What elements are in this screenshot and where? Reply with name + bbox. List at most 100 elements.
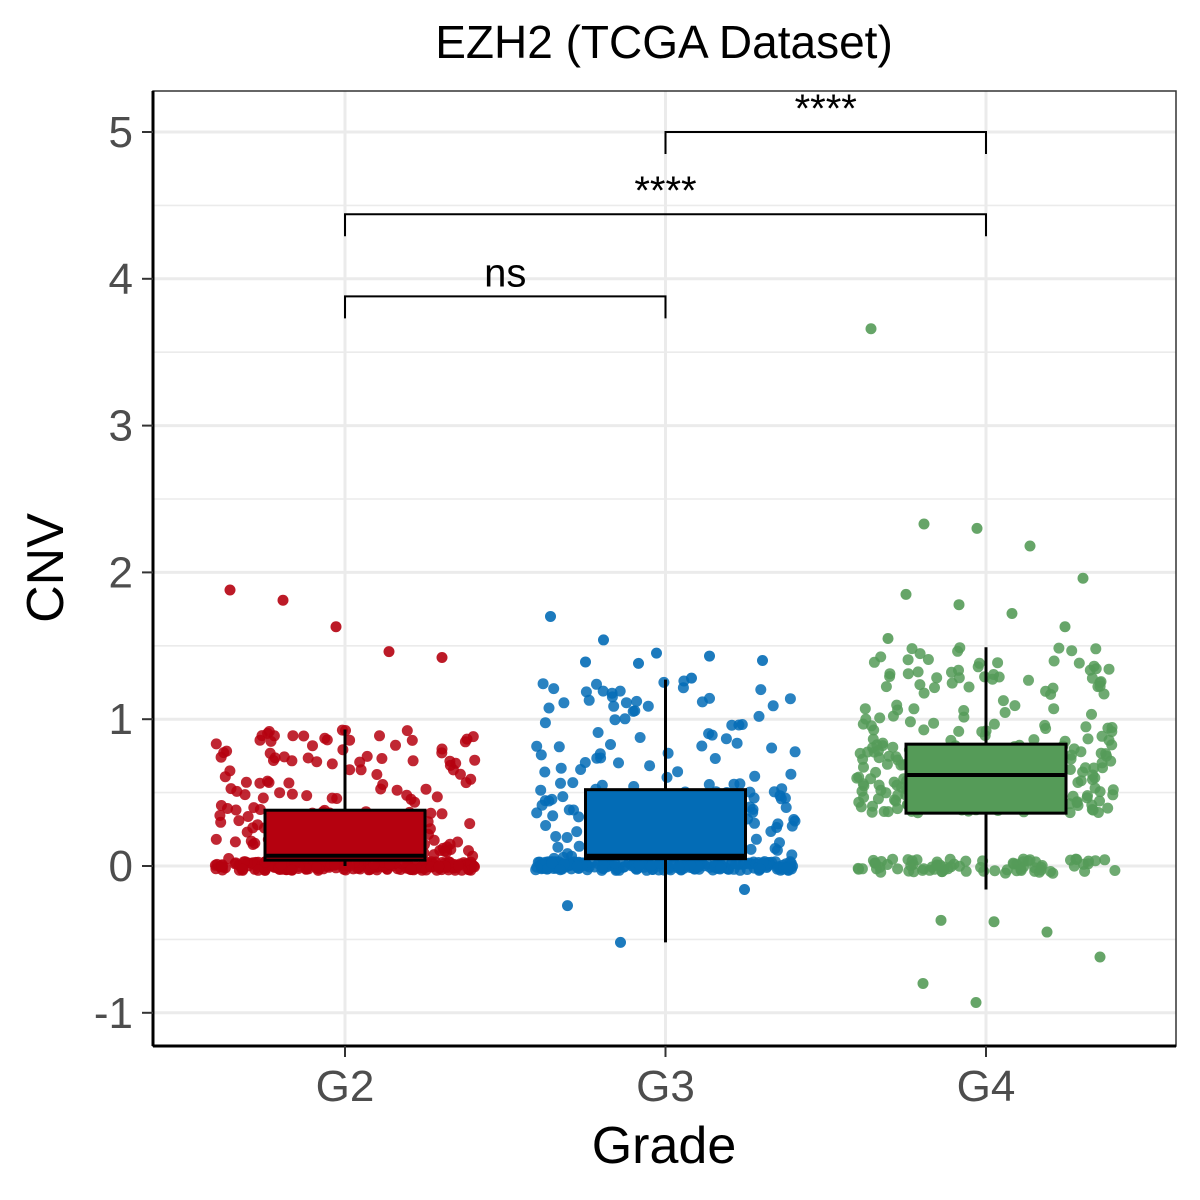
data-point [237, 863, 249, 875]
data-point [875, 651, 887, 663]
y-tick-label: 2 [109, 548, 133, 597]
box-g2 [263, 729, 427, 866]
data-point [908, 703, 920, 715]
y-tick-label: 5 [109, 108, 133, 157]
outlier-point [562, 900, 573, 912]
y-tick-label: 0 [109, 842, 133, 891]
data-point [573, 840, 585, 852]
data-point [535, 784, 547, 796]
data-point [975, 861, 987, 873]
data-point [1103, 663, 1115, 675]
outlier-point [580, 656, 591, 668]
data-point [531, 807, 543, 819]
data-point [391, 784, 403, 796]
data-point [1028, 734, 1040, 746]
data-point [881, 758, 893, 770]
data-point [654, 857, 666, 869]
data-point [1071, 796, 1083, 808]
data-point [860, 713, 872, 725]
data-point [425, 807, 437, 819]
outlier-point [704, 650, 715, 662]
data-point [1065, 753, 1077, 765]
data-point [210, 833, 222, 845]
outlier-point [757, 654, 768, 666]
x-axis-label: Grade [592, 1117, 737, 1175]
data-point [895, 759, 907, 771]
outlier-point [545, 610, 556, 622]
outlier-point [988, 916, 1000, 928]
data-point [1023, 674, 1034, 686]
data-point [672, 766, 684, 778]
outlier-point [598, 634, 609, 646]
data-point [546, 793, 558, 805]
data-point [321, 734, 333, 746]
data-point [240, 776, 252, 788]
data-point [344, 860, 355, 872]
data-point [1107, 789, 1119, 801]
data-point [766, 742, 778, 754]
data-point [992, 657, 1004, 669]
x-tick-label: G4 [957, 1062, 1016, 1111]
bracket-g2-g3: ns [344, 251, 667, 319]
data-point [554, 864, 566, 876]
data-point [973, 657, 985, 669]
data-point [1082, 790, 1093, 802]
data-point [1082, 733, 1094, 745]
data-point [210, 738, 222, 750]
data-point [754, 863, 766, 875]
data-point [1048, 655, 1060, 667]
data-point [780, 802, 792, 813]
data-point [233, 815, 245, 827]
y-tick-label: 1 [109, 695, 133, 744]
data-point [420, 783, 432, 795]
data-point [606, 691, 618, 703]
data-point [1068, 860, 1080, 872]
data-point [870, 766, 882, 778]
data-point [1015, 863, 1027, 875]
outlier-point [1059, 621, 1071, 633]
data-point [903, 865, 915, 877]
outlier-point [900, 588, 912, 600]
data-point [229, 836, 241, 848]
outlier-point [633, 657, 644, 669]
data-point [1053, 642, 1065, 654]
box-body [904, 742, 1068, 815]
data-point [407, 755, 419, 767]
bracket-g3-g4: **** [664, 87, 987, 154]
data-point [537, 678, 549, 690]
data-point [242, 811, 254, 822]
data-point [858, 761, 869, 773]
data-point [331, 793, 343, 804]
data-point [436, 808, 448, 820]
data-point [555, 762, 567, 774]
data-point [431, 791, 443, 803]
data-point [658, 676, 670, 688]
outlier-point [970, 997, 982, 1009]
outlier-point [882, 632, 894, 644]
box-body [584, 788, 747, 861]
significance-label: ns [484, 251, 526, 295]
data-point [1101, 750, 1112, 762]
outlier-point [1077, 572, 1089, 584]
outlier-point [865, 323, 877, 335]
data-point [929, 682, 940, 694]
boxes [263, 647, 1068, 943]
data-point [892, 704, 904, 716]
outlier-point [224, 584, 236, 596]
outlier-point [686, 672, 697, 684]
data-point [580, 686, 592, 698]
jitter-points [209, 642, 1121, 879]
data-point [904, 716, 916, 728]
axes: -1 0 1 2 3 4 5 G2 G3 G4 [94, 91, 1176, 1111]
data-point [989, 865, 1001, 877]
data-point [1109, 865, 1121, 876]
data-point [230, 804, 242, 816]
data-point [1072, 777, 1084, 788]
data-point [1048, 703, 1060, 715]
data-point [409, 796, 421, 808]
data-point [609, 857, 621, 869]
jitter-group-g2 [209, 724, 481, 876]
outlier-point [330, 621, 342, 633]
data-point [788, 814, 800, 825]
data-point [591, 678, 602, 690]
